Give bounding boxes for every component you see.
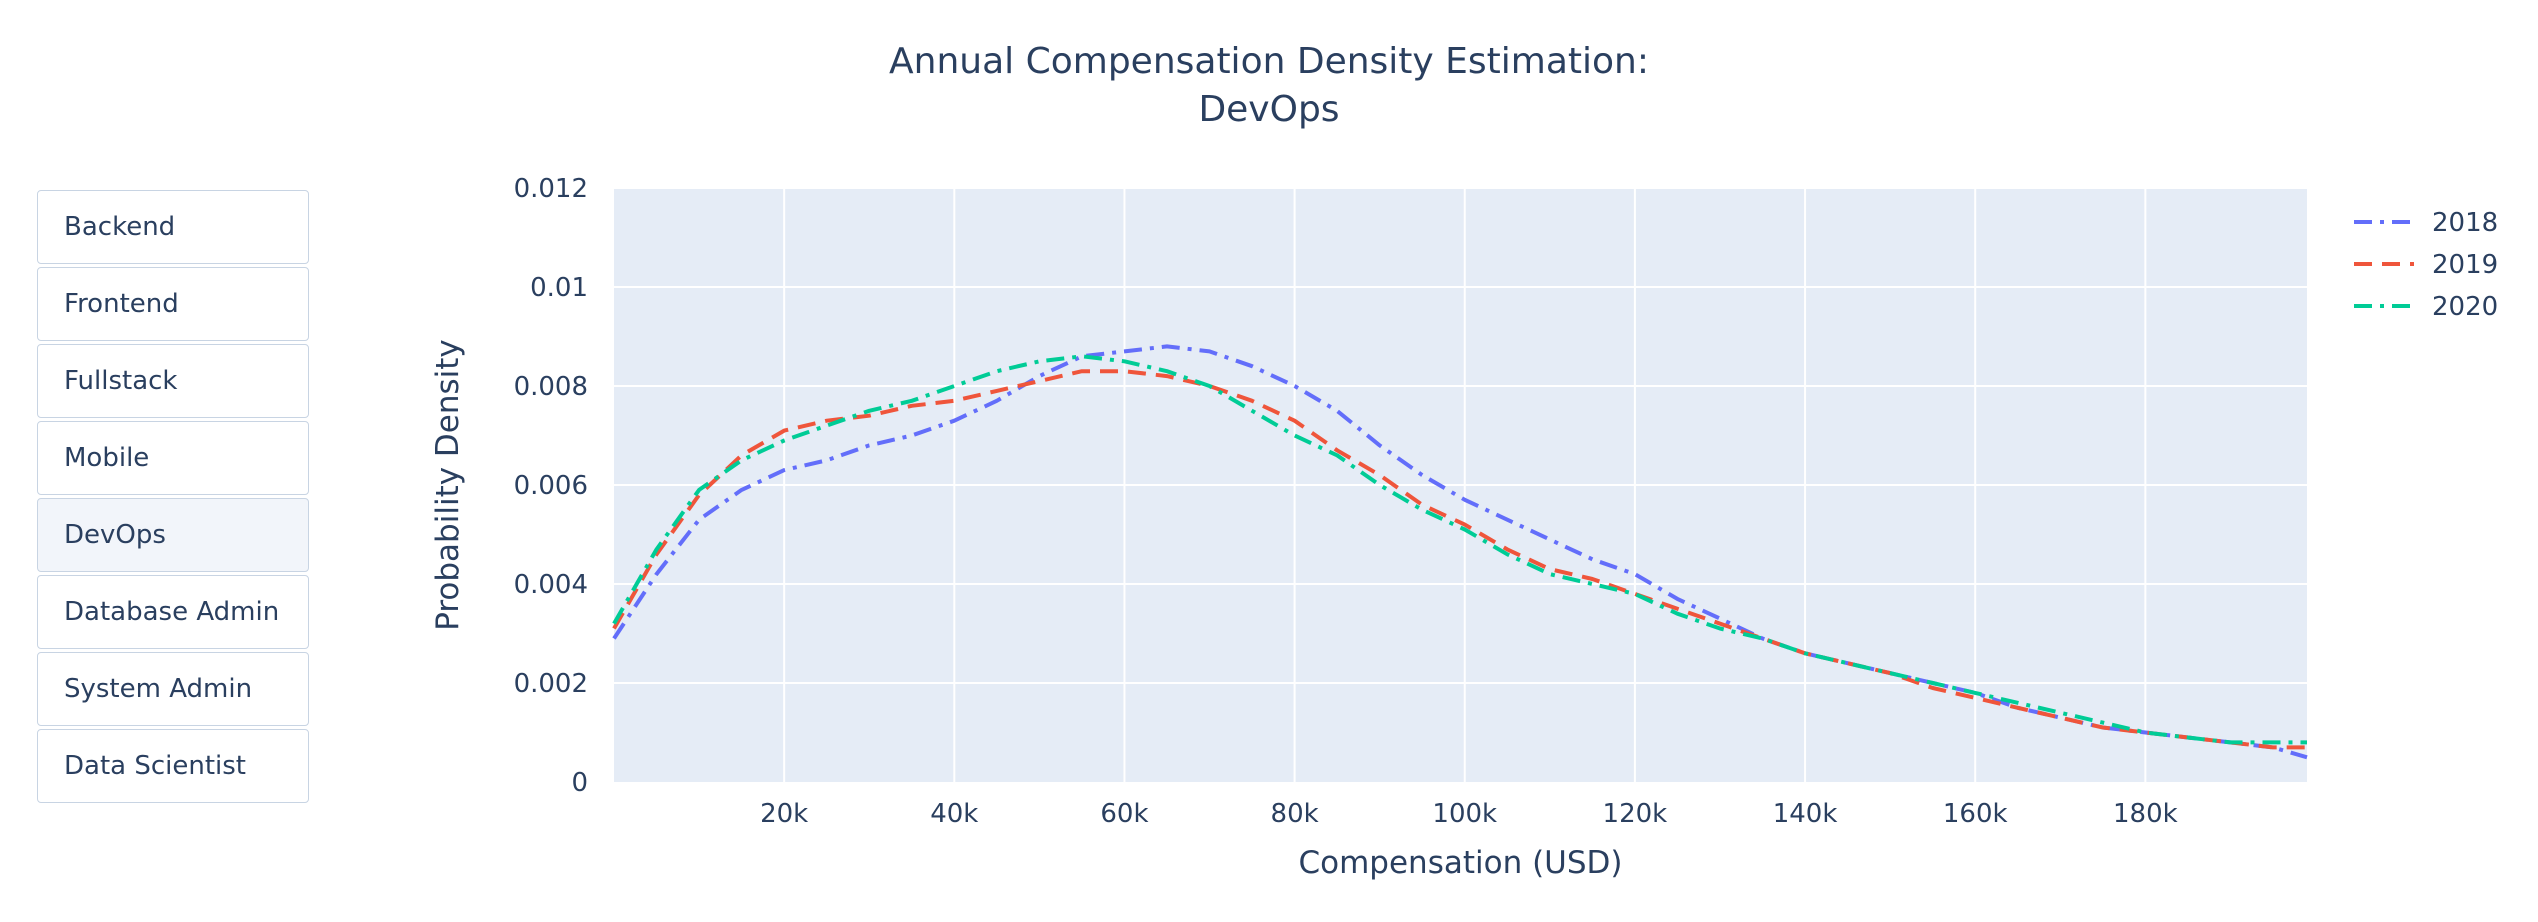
x-tick-label: 140k (1773, 799, 1838, 829)
legend-item-2018[interactable]: 2018 (2354, 208, 2498, 238)
chart-title-line-2: DevOps (1198, 89, 1340, 130)
button-backend[interactable]: Backend (37, 190, 309, 264)
role-selector: Backend Frontend Fullstack Mobile DevOps… (37, 190, 309, 806)
legend-label: 2019 (2432, 250, 2498, 280)
legend-label: 2018 (2432, 208, 2498, 238)
series-lines (612, 344, 2308, 760)
y-tick-label: 0.008 (514, 372, 588, 402)
series-line-2019 (612, 369, 2307, 750)
x-tick-label: 20k (760, 799, 808, 829)
button-mobile[interactable]: Mobile (37, 421, 309, 495)
button-devops[interactable]: DevOps (37, 498, 309, 572)
y-tick-label: 0 (571, 768, 588, 798)
button-fullstack[interactable]: Fullstack (37, 344, 309, 418)
x-tick-label: 160k (1943, 799, 2008, 829)
y-axis-ticks: 0 0.002 0.004 0.006 0.008 0.01 0.012 (514, 174, 588, 798)
y-tick-label: 0.006 (514, 471, 588, 501)
x-tick-label: 80k (1271, 799, 1319, 829)
y-tick-label: 0.002 (514, 669, 588, 699)
button-data-scientist[interactable]: Data Scientist (37, 729, 309, 803)
x-axis-title: Compensation (USD) (1298, 845, 1622, 881)
x-tick-label: 180k (2113, 799, 2178, 829)
y-tick-label: 0.004 (514, 570, 588, 600)
x-tick-label: 40k (930, 799, 978, 829)
button-frontend[interactable]: Frontend (37, 267, 309, 341)
legend[interactable]: 2018 2019 2020 (2354, 208, 2498, 322)
x-tick-label: 100k (1432, 799, 1497, 829)
chart-title: Annual Compensation Density Estimation: … (0, 38, 2538, 134)
series-line-2020 (612, 354, 2307, 745)
y-tick-label: 0.012 (514, 174, 588, 204)
x-tick-label: 120k (1603, 799, 1668, 829)
y-axis-title: Probability Density (430, 339, 466, 631)
y-tick-label: 0.01 (530, 273, 588, 303)
series-line-2018 (612, 344, 2308, 760)
x-axis-ticks: 20k 40k 60k 80k 100k 120k 140k 160k 180k (760, 799, 2178, 829)
grid-lines (614, 187, 2307, 782)
chart-title-line-1: Annual Compensation Density Estimation: (889, 41, 1649, 82)
legend-item-2020[interactable]: 2020 (2354, 292, 2498, 322)
legend-label: 2020 (2432, 292, 2498, 322)
button-system-admin[interactable]: System Admin (37, 652, 309, 726)
x-tick-label: 60k (1100, 799, 1148, 829)
legend-item-2019[interactable]: 2019 (2354, 250, 2498, 280)
button-database-admin[interactable]: Database Admin (37, 575, 309, 649)
